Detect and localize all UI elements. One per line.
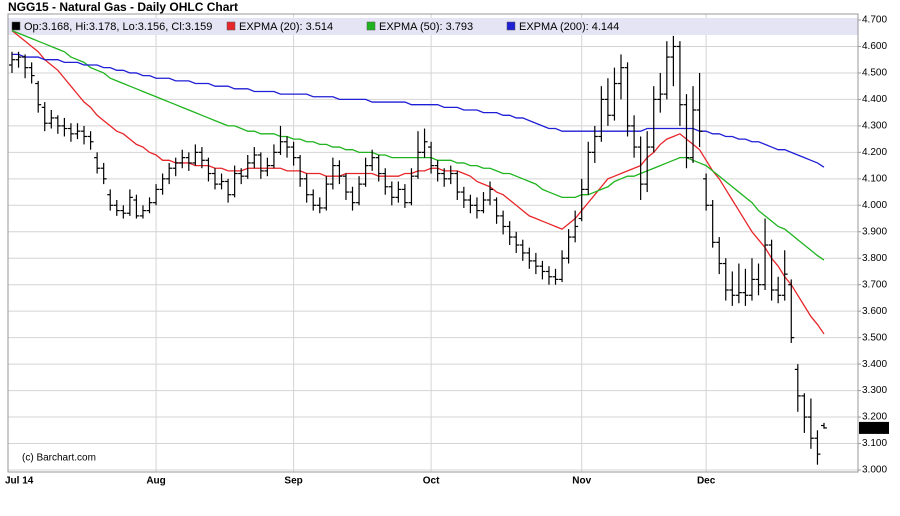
legend-swatch bbox=[506, 21, 516, 31]
y-tick-label: 3.200 bbox=[862, 412, 887, 423]
x-tick-label: Dec bbox=[697, 476, 716, 487]
legend-swatch bbox=[226, 21, 236, 31]
y-tick-label: 4.100 bbox=[862, 173, 887, 184]
legend-label: EXPMA (20): 3.514 bbox=[239, 21, 333, 33]
legend-band bbox=[8, 18, 858, 35]
y-tick-label: 4.600 bbox=[862, 41, 887, 52]
plot-frame bbox=[7, 13, 859, 473]
y-tick-label: 4.700 bbox=[862, 15, 887, 26]
y-tick-label: 3.000 bbox=[862, 465, 887, 476]
y-tick-label: 4.200 bbox=[862, 147, 887, 158]
x-tick-label: Oct bbox=[423, 476, 440, 487]
x-tick-label: Sep bbox=[284, 476, 302, 487]
x-tick-label: Jul 14 bbox=[5, 476, 34, 487]
y-tick-label: 3.100 bbox=[862, 438, 887, 449]
legend-label: EXPMA (50): 3.793 bbox=[379, 21, 473, 33]
y-tick-label: 4.300 bbox=[862, 121, 887, 132]
last-price-box bbox=[859, 421, 889, 434]
last-price-label: 3.159 bbox=[861, 423, 886, 434]
credit: (c) Barchart.com bbox=[22, 453, 96, 464]
y-tick-label: 3.900 bbox=[862, 226, 887, 237]
ema-line bbox=[12, 53, 825, 168]
legend-swatch bbox=[366, 21, 376, 31]
y-tick-label: 3.300 bbox=[862, 385, 887, 396]
legend-swatch bbox=[11, 21, 21, 31]
grid bbox=[8, 14, 858, 472]
y-tick-label: 3.400 bbox=[862, 359, 887, 370]
x-tick-label: Nov bbox=[572, 476, 591, 487]
y-tick-label: 3.800 bbox=[862, 253, 887, 264]
y-tick-label: 4.400 bbox=[862, 94, 887, 105]
x-tick-label: Aug bbox=[146, 476, 165, 487]
legend-label: EXPMA (200): 4.144 bbox=[519, 21, 619, 33]
chart-title: NGG15 - Natural Gas - Daily OHLC Chart bbox=[8, 0, 238, 14]
legend-label: Op:3.168, Hi:3.178, Lo:3.156, Cl:3.159 bbox=[24, 21, 212, 33]
y-tick-label: 3.500 bbox=[862, 332, 887, 343]
y-tick-label: 3.700 bbox=[862, 279, 887, 290]
plot bbox=[9, 29, 827, 465]
y-tick-label: 4.500 bbox=[862, 68, 887, 79]
y-tick-label: 4.000 bbox=[862, 200, 887, 211]
y-tick-label: 3.600 bbox=[862, 306, 887, 317]
